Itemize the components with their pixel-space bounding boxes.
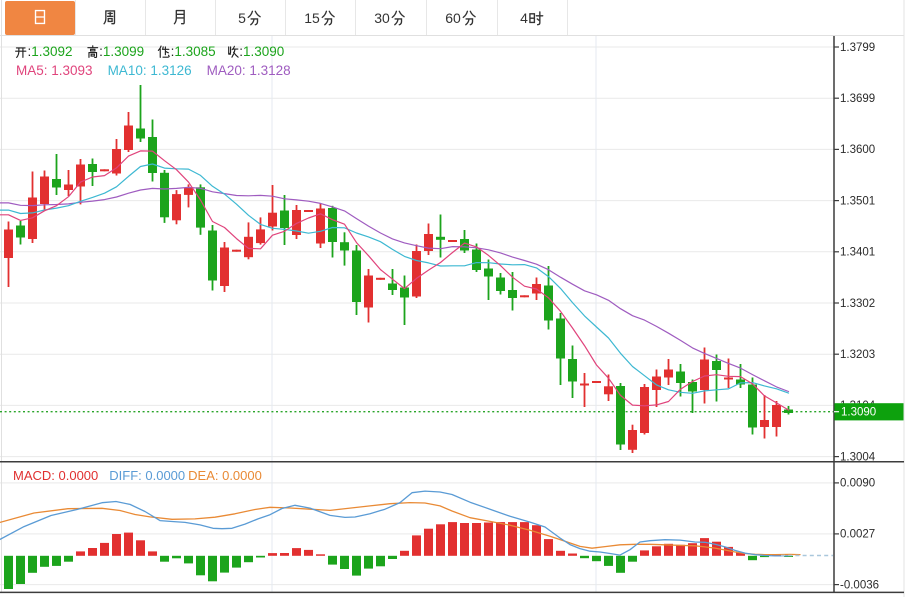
svg-text:1.3799: 1.3799 (840, 42, 875, 54)
svg-text:-0.0036: -0.0036 (840, 579, 879, 591)
svg-text:1.3501: 1.3501 (840, 195, 875, 207)
svg-text:0.0090: 0.0090 (840, 478, 875, 490)
svg-text:1.3699: 1.3699 (840, 93, 875, 105)
svg-text:1.3401: 1.3401 (840, 247, 875, 259)
svg-text:1.3090: 1.3090 (841, 407, 876, 419)
svg-text:1.3203: 1.3203 (840, 349, 875, 361)
svg-text:1.3600: 1.3600 (840, 144, 875, 156)
svg-text:0.0027: 0.0027 (840, 529, 875, 541)
svg-text:1.3302: 1.3302 (840, 298, 875, 310)
svg-text:1.3004: 1.3004 (840, 451, 876, 463)
